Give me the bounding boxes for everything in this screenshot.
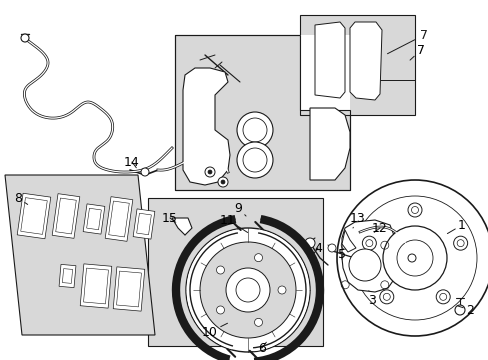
Circle shape: [185, 228, 309, 352]
Circle shape: [454, 305, 464, 315]
Circle shape: [237, 142, 272, 178]
Circle shape: [141, 168, 149, 176]
Text: 14: 14: [124, 156, 140, 168]
Text: 1: 1: [447, 219, 465, 234]
Polygon shape: [341, 220, 397, 292]
Text: 7: 7: [409, 44, 424, 60]
Text: 11: 11: [220, 213, 247, 233]
Circle shape: [221, 180, 224, 184]
Circle shape: [254, 254, 262, 262]
Bar: [299, 15, 414, 115]
Polygon shape: [309, 108, 349, 180]
Circle shape: [456, 240, 463, 247]
Text: 12: 12: [371, 221, 387, 234]
Circle shape: [439, 293, 446, 300]
Circle shape: [453, 236, 467, 250]
Circle shape: [216, 306, 224, 314]
Polygon shape: [133, 209, 155, 239]
Bar: [299, 35, 349, 110]
Polygon shape: [17, 193, 51, 239]
Text: 7: 7: [386, 28, 427, 54]
Circle shape: [200, 242, 295, 338]
Circle shape: [396, 240, 432, 276]
Circle shape: [216, 266, 224, 274]
Text: 13: 13: [349, 212, 365, 228]
Polygon shape: [183, 68, 229, 185]
Circle shape: [382, 226, 446, 290]
Circle shape: [237, 112, 272, 148]
Bar: [175, 35, 349, 190]
Polygon shape: [105, 197, 133, 241]
Text: 8: 8: [14, 192, 28, 204]
Circle shape: [411, 207, 418, 213]
Circle shape: [225, 268, 269, 312]
Text: 10: 10: [202, 323, 227, 338]
Text: 15: 15: [162, 212, 178, 225]
Text: 2: 2: [457, 303, 473, 316]
Circle shape: [362, 236, 376, 250]
Circle shape: [435, 290, 449, 304]
Text: 3: 3: [367, 291, 375, 306]
Text: 5: 5: [337, 248, 346, 261]
Circle shape: [218, 177, 227, 187]
Polygon shape: [5, 175, 155, 335]
Polygon shape: [52, 194, 80, 238]
Polygon shape: [83, 204, 104, 234]
Circle shape: [21, 34, 29, 42]
Circle shape: [336, 180, 488, 336]
Circle shape: [407, 254, 415, 262]
Text: 6: 6: [258, 342, 266, 355]
Polygon shape: [172, 218, 192, 235]
Circle shape: [204, 167, 215, 177]
Text: 9: 9: [234, 202, 245, 216]
Polygon shape: [80, 264, 112, 308]
Polygon shape: [341, 230, 355, 252]
Circle shape: [365, 240, 372, 247]
Circle shape: [207, 170, 212, 174]
Polygon shape: [59, 264, 76, 288]
Polygon shape: [113, 267, 144, 311]
Polygon shape: [349, 22, 381, 100]
Text: 4: 4: [313, 242, 321, 255]
Circle shape: [305, 238, 314, 248]
Circle shape: [407, 203, 421, 217]
Circle shape: [379, 290, 393, 304]
Bar: [148, 198, 323, 346]
Circle shape: [327, 244, 335, 252]
Circle shape: [278, 286, 285, 294]
Circle shape: [254, 318, 262, 326]
Circle shape: [348, 249, 380, 281]
Circle shape: [383, 293, 389, 300]
Polygon shape: [314, 22, 345, 98]
